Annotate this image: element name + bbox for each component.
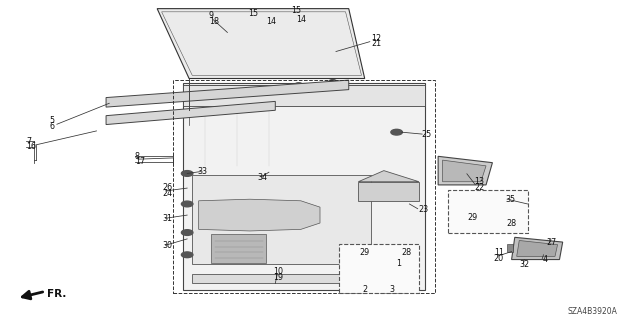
Text: 8: 8 (135, 152, 140, 160)
Text: 14: 14 (266, 17, 276, 26)
Text: 23: 23 (419, 205, 428, 214)
Polygon shape (358, 182, 419, 201)
Text: 15: 15 (248, 9, 259, 18)
Circle shape (295, 83, 303, 86)
Polygon shape (516, 241, 557, 256)
Text: 16: 16 (26, 142, 36, 151)
Bar (339, 244, 419, 293)
Polygon shape (358, 171, 419, 182)
Polygon shape (211, 234, 266, 263)
Bar (372, 257, 383, 261)
Text: 27: 27 (547, 238, 557, 247)
Text: 13: 13 (474, 177, 484, 186)
Polygon shape (511, 237, 563, 260)
Circle shape (329, 80, 337, 84)
Circle shape (119, 117, 125, 120)
Text: 21: 21 (371, 39, 381, 48)
Text: 4: 4 (542, 255, 547, 264)
Circle shape (184, 108, 194, 113)
Circle shape (193, 92, 200, 96)
Text: 24: 24 (163, 189, 172, 198)
Text: 1: 1 (396, 258, 401, 268)
Text: 20: 20 (493, 254, 504, 263)
Text: 14: 14 (296, 15, 306, 24)
Text: 12: 12 (371, 34, 381, 43)
Bar (357, 274, 367, 278)
Polygon shape (182, 85, 426, 106)
Circle shape (153, 114, 159, 117)
Text: 26: 26 (163, 183, 172, 192)
Polygon shape (192, 175, 371, 264)
Polygon shape (186, 85, 422, 96)
Text: 18: 18 (209, 17, 219, 26)
Circle shape (125, 98, 132, 102)
Circle shape (222, 108, 228, 111)
Circle shape (181, 201, 193, 207)
Text: 25: 25 (421, 130, 431, 139)
Text: 29: 29 (360, 249, 370, 257)
Bar (307, 12, 320, 17)
Text: 11: 11 (493, 249, 504, 257)
Polygon shape (443, 160, 486, 182)
Text: 2: 2 (362, 285, 367, 294)
Polygon shape (157, 9, 365, 78)
Bar (476, 200, 486, 204)
Text: 15: 15 (291, 6, 301, 15)
Bar (269, 9, 282, 13)
Text: 22: 22 (474, 183, 484, 192)
Polygon shape (106, 80, 349, 107)
Text: 3: 3 (390, 285, 395, 294)
Polygon shape (198, 199, 320, 231)
Text: FR.: FR. (47, 289, 66, 299)
Text: 32: 32 (519, 260, 529, 269)
Polygon shape (438, 156, 492, 185)
Polygon shape (106, 101, 275, 124)
Text: 30: 30 (163, 241, 172, 250)
Text: 31: 31 (163, 214, 172, 223)
Polygon shape (507, 244, 513, 252)
Text: 6: 6 (49, 122, 54, 131)
Bar (448, 190, 527, 233)
Bar (472, 217, 482, 221)
Circle shape (261, 86, 269, 90)
Polygon shape (192, 274, 378, 283)
Circle shape (391, 129, 403, 135)
Text: 7: 7 (26, 137, 31, 145)
Circle shape (227, 89, 234, 93)
Text: 10: 10 (273, 267, 283, 276)
Text: 28: 28 (402, 249, 412, 257)
Text: 5: 5 (49, 116, 54, 125)
Circle shape (181, 171, 193, 176)
Circle shape (159, 95, 166, 99)
Text: 9: 9 (209, 11, 214, 20)
Circle shape (188, 111, 194, 114)
Circle shape (256, 105, 262, 108)
Circle shape (181, 230, 193, 235)
Text: 17: 17 (135, 157, 145, 166)
Text: 33: 33 (197, 167, 207, 176)
Polygon shape (182, 83, 426, 290)
Bar (173, 80, 435, 293)
Ellipse shape (364, 282, 378, 287)
Text: SZA4B3920A: SZA4B3920A (567, 307, 617, 316)
Bar (221, 9, 234, 13)
Circle shape (181, 252, 193, 258)
Text: 28: 28 (506, 219, 516, 227)
Bar (202, 205, 314, 226)
Text: 29: 29 (467, 213, 477, 222)
Text: 19: 19 (273, 272, 283, 281)
Text: 35: 35 (505, 195, 515, 204)
Text: 34: 34 (257, 173, 268, 182)
